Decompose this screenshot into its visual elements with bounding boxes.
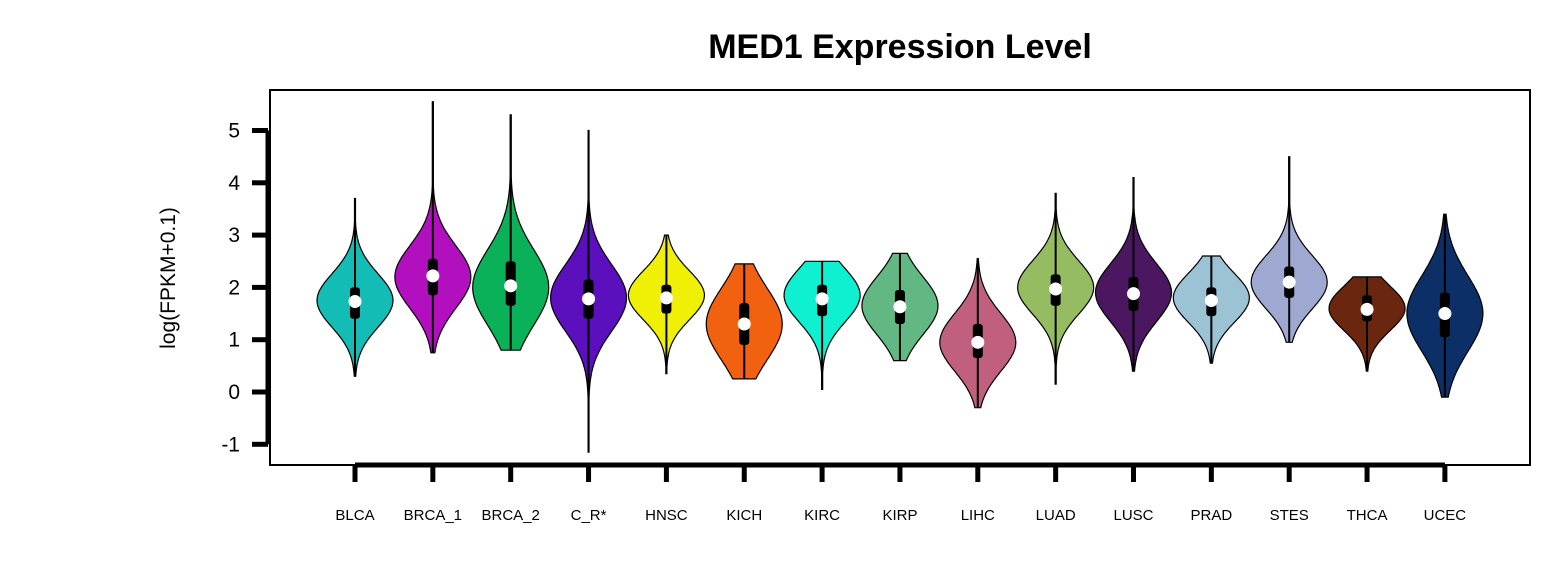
violin-median-point <box>737 317 751 331</box>
violin-median-point <box>582 292 596 306</box>
x-tick-label: BLCA <box>335 507 374 524</box>
x-tick-label: BRCA_2 <box>482 507 540 524</box>
x-tick-label: LUAD <box>1036 507 1076 524</box>
x-tick-label: BRCA_1 <box>404 507 462 524</box>
violin-median-point <box>971 335 985 349</box>
violin-median-point <box>1438 307 1452 321</box>
violin-median-point <box>1049 282 1063 296</box>
x-tick-label: LIHC <box>961 507 995 524</box>
y-tick-label: 1 <box>228 329 240 352</box>
violin-median-point <box>348 295 362 309</box>
x-tick-label: LUSC <box>1113 507 1153 524</box>
x-tick-label: UCEC <box>1424 507 1467 524</box>
violins <box>316 101 1484 453</box>
y-tick-label: 3 <box>228 224 240 247</box>
violin-median-point <box>1360 302 1374 316</box>
y-tick-label: -1 <box>221 433 240 456</box>
x-tick-label: KIRC <box>804 507 840 524</box>
y-tick-label: 2 <box>228 276 240 299</box>
x-tick-label: STES <box>1270 507 1309 524</box>
violin-median-point <box>815 292 829 306</box>
violin-median-point <box>504 279 518 293</box>
x-tick-label: PRAD <box>1191 507 1233 524</box>
y-tick-label: 5 <box>228 120 240 143</box>
x-axis: BLCA BRCA_1 BRCA_2 C_R* HNSC KICH KIRC KIRP LIHC… <box>335 462 1467 524</box>
violin-median-point <box>426 269 440 283</box>
x-tick-label: HNSC <box>645 507 688 524</box>
violin-median-point <box>1204 293 1218 307</box>
violin-median-point <box>893 300 907 314</box>
y-tick-label: 0 <box>228 381 240 404</box>
x-tick-label: KICH <box>726 507 762 524</box>
y-axis-label: log(FPKM+0.1) <box>157 207 180 349</box>
x-tick-label: THCA <box>1347 507 1388 524</box>
x-tick-label: KIRP <box>882 507 917 524</box>
y-axis: -1 0 1 2 3 4 5 <box>221 120 271 456</box>
violin-median-point <box>659 291 673 305</box>
x-tick-label: C_R* <box>571 507 607 524</box>
violin-median-point <box>1127 287 1140 301</box>
chart-title: MED1 Expression Level <box>708 28 1092 66</box>
violin-median-point <box>1282 275 1296 289</box>
y-tick-label: 4 <box>228 172 240 195</box>
